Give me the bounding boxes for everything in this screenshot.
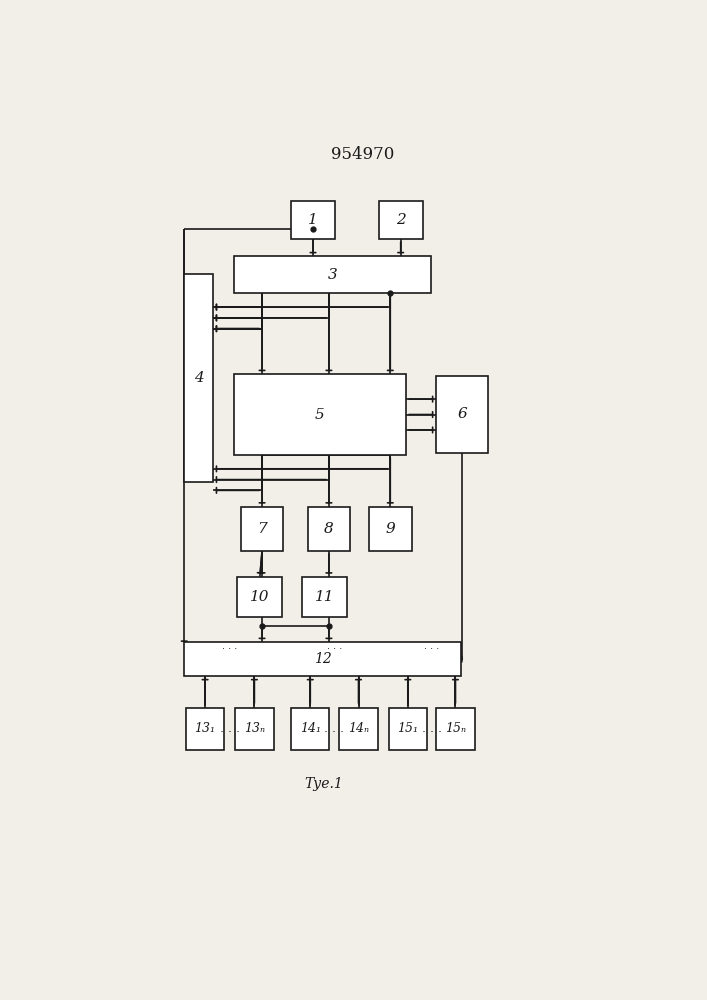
Text: 14₁: 14₁ [300,722,321,735]
Text: 5: 5 [315,408,325,422]
Text: 8: 8 [324,522,334,536]
Bar [302,577,347,617]
Bar [240,507,284,551]
Bar [291,708,329,750]
Text: 15₁: 15₁ [397,722,419,735]
Bar [238,577,282,617]
Bar [233,374,407,455]
Bar [308,507,350,551]
Bar [436,376,489,453]
Bar [436,708,474,750]
Text: 1: 1 [308,213,318,227]
Text: 954970: 954970 [331,146,394,163]
Bar [233,256,431,293]
Bar [185,642,461,676]
Text: 12: 12 [314,652,332,666]
Text: 13₁: 13₁ [194,722,216,735]
Text: 11: 11 [315,590,334,604]
Bar [186,708,224,750]
Bar [235,708,274,750]
Bar [389,708,427,750]
Text: . . .: . . . [421,722,442,735]
Bar [291,201,335,239]
Text: 2: 2 [396,213,406,227]
Bar [369,507,411,551]
Text: 4: 4 [194,371,204,385]
Text: . . .: . . . [220,722,240,735]
Text: 13ₙ: 13ₙ [244,722,265,735]
Text: 10: 10 [250,590,269,604]
Text: 14ₙ: 14ₙ [348,722,369,735]
Bar [379,201,423,239]
Text: . . .: . . . [327,641,342,651]
Bar [185,274,213,482]
Text: . . .: . . . [424,641,439,651]
Text: 6: 6 [457,407,467,421]
Text: 9: 9 [385,522,395,536]
Bar [339,708,378,750]
Text: . . .: . . . [325,722,344,735]
Text: . . .: . . . [222,641,238,651]
Text: Τуе.1: Τуе.1 [305,777,344,791]
Text: 15ₙ: 15ₙ [445,722,466,735]
Text: 3: 3 [327,268,337,282]
Text: 7: 7 [257,522,267,536]
